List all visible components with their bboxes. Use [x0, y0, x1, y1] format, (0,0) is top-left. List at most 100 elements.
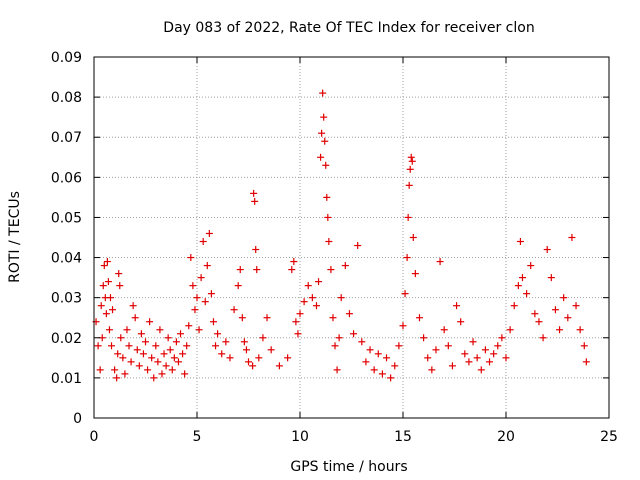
data-point	[411, 270, 419, 278]
data-point	[321, 137, 329, 145]
data-point	[308, 294, 316, 302]
data-point	[119, 354, 127, 362]
data-point	[275, 362, 283, 370]
data-point	[486, 358, 494, 366]
data-point	[403, 254, 411, 262]
data-point	[137, 330, 145, 338]
data-point	[407, 153, 415, 161]
data-point	[115, 270, 123, 278]
data-point	[111, 366, 119, 374]
data-point	[473, 354, 481, 362]
data-point	[164, 334, 172, 342]
data-point	[531, 310, 539, 318]
data-point	[582, 358, 590, 366]
data-point	[142, 338, 149, 346]
y-tick-label: 0	[73, 411, 82, 427]
data-point	[315, 278, 323, 286]
data-point	[113, 374, 121, 382]
data-point	[263, 314, 271, 322]
data-point	[121, 370, 129, 378]
y-axis-label: ROTI / TECUs	[7, 191, 23, 283]
data-point	[212, 342, 220, 350]
data-point	[494, 342, 502, 350]
data-point	[133, 346, 141, 354]
data-point	[105, 326, 113, 334]
data-point	[129, 302, 137, 310]
data-point	[510, 302, 518, 310]
data-point	[374, 350, 382, 358]
data-point	[170, 354, 178, 362]
data-point	[354, 242, 362, 250]
data-point	[117, 334, 125, 342]
data-point	[252, 246, 260, 254]
data-points	[92, 89, 590, 382]
data-point	[290, 258, 298, 266]
data-point	[97, 302, 105, 310]
data-point	[335, 334, 343, 342]
data-point	[102, 310, 110, 318]
data-point	[205, 229, 213, 237]
data-point	[103, 258, 111, 266]
y-tick-label: 0.01	[51, 371, 82, 387]
data-point	[131, 314, 139, 322]
data-point	[158, 370, 166, 378]
data-point	[127, 358, 135, 366]
data-point	[193, 294, 201, 302]
data-point	[148, 354, 156, 362]
data-point	[502, 354, 510, 362]
data-point	[391, 362, 399, 370]
data-point	[236, 266, 244, 274]
data-point	[320, 113, 328, 121]
data-point	[160, 350, 168, 358]
data-point	[432, 346, 440, 354]
data-point	[370, 366, 378, 374]
data-point	[366, 346, 374, 354]
data-point	[345, 310, 353, 318]
data-point	[135, 362, 143, 370]
data-point	[404, 213, 412, 221]
data-point	[259, 334, 267, 342]
data-point	[547, 274, 555, 282]
y-tick-label: 0.02	[51, 331, 82, 347]
y-tick-label: 0.08	[51, 90, 82, 106]
data-point	[177, 330, 185, 338]
x-tick-label: 15	[394, 429, 412, 445]
data-point	[319, 89, 327, 97]
y-tick-label: 0.06	[51, 170, 82, 186]
data-point	[267, 346, 275, 354]
x-tick-label: 5	[193, 429, 202, 445]
data-point	[568, 234, 576, 241]
data-point	[576, 326, 584, 334]
data-point	[523, 290, 531, 298]
data-point	[408, 157, 416, 165]
data-point	[214, 330, 222, 338]
data-point	[174, 358, 182, 366]
data-point	[477, 366, 485, 374]
data-point	[172, 338, 180, 346]
data-point	[409, 234, 417, 241]
data-point	[253, 266, 261, 274]
data-point	[318, 129, 326, 137]
data-point	[580, 342, 588, 350]
data-point	[551, 306, 559, 314]
data-point	[114, 350, 122, 358]
data-point	[242, 346, 250, 354]
y-tick-label: 0.05	[51, 210, 82, 226]
data-point	[490, 350, 498, 358]
x-tick-label: 0	[90, 429, 99, 445]
data-point	[251, 197, 259, 205]
data-point	[543, 246, 551, 254]
data-point	[329, 314, 337, 322]
data-point	[284, 354, 292, 362]
data-point	[457, 318, 465, 326]
data-point	[245, 358, 252, 366]
data-point	[415, 314, 423, 322]
data-point	[383, 354, 391, 362]
data-point	[401, 290, 409, 298]
data-point	[100, 262, 108, 270]
data-point	[181, 370, 189, 378]
data-point	[234, 282, 242, 290]
data-point	[312, 302, 320, 310]
data-point	[506, 326, 514, 334]
data-point	[144, 366, 152, 374]
